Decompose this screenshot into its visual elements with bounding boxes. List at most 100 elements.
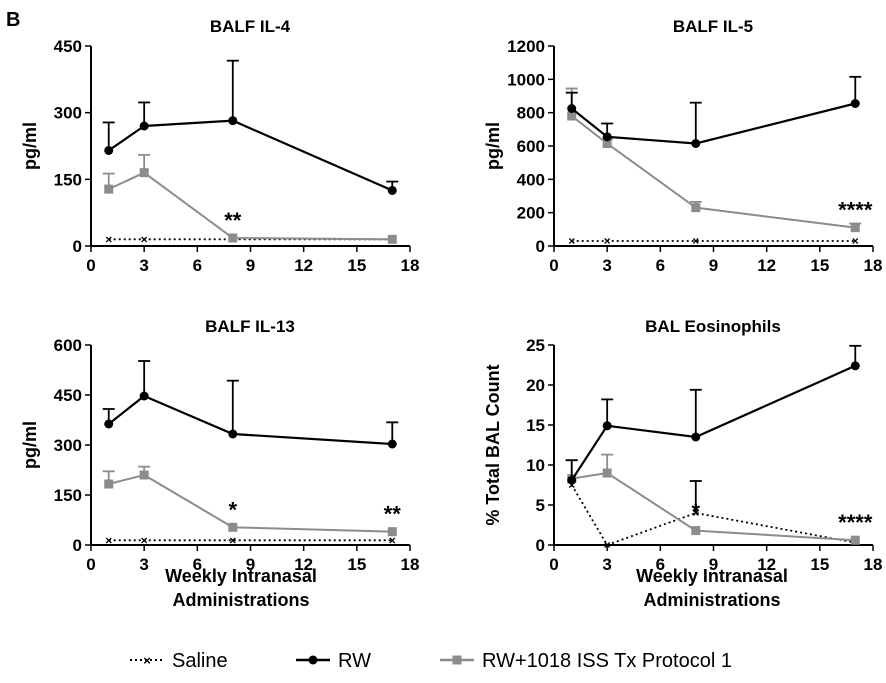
point-saline: × — [692, 234, 699, 248]
panel-letter: B — [6, 9, 20, 31]
point-tx — [387, 527, 397, 537]
x-tick-label: 3 — [602, 256, 611, 275]
x-tick-label: 18 — [864, 256, 883, 275]
x-tick-label: 9 — [246, 256, 255, 275]
panel-il4: BALF IL-4 pg/ml 01503004500369121518××××… — [20, 17, 419, 275]
legend-rw-marker — [308, 655, 318, 665]
point-tx — [228, 522, 238, 532]
y-tick-label: 0 — [536, 237, 545, 256]
point-tx — [602, 468, 612, 478]
x-tick-label: 12 — [757, 555, 776, 574]
y-tick-label: 300 — [54, 436, 82, 455]
point-saline: × — [389, 533, 396, 547]
y-tick-label: 600 — [54, 336, 82, 355]
x-tick-label: 15 — [347, 256, 366, 275]
x-tick-label: 18 — [864, 555, 883, 574]
x-tick-label: 0 — [86, 555, 95, 574]
chart-title: BALF IL-4 — [210, 17, 291, 36]
legend: × Saline RW RW+1018 ISS Tx Protocol 1 — [130, 650, 732, 672]
point-tx — [387, 234, 397, 244]
point-rw — [139, 391, 149, 401]
x-tick-label: 6 — [656, 555, 665, 574]
series-line-rw — [570, 364, 856, 481]
y-tick-label: 600 — [517, 137, 545, 156]
x-tick-label: 18 — [401, 256, 420, 275]
y-tick-label: 800 — [517, 104, 545, 123]
series-line-rw — [571, 102, 856, 145]
x-axis-label-line2: Administrations — [643, 590, 780, 610]
point-rw — [602, 421, 612, 431]
series-line-tx — [571, 115, 856, 229]
x-tick-label: 12 — [294, 555, 313, 574]
significance-label: * — [228, 497, 237, 522]
point-saline: × — [604, 538, 611, 552]
chart-title: BAL Eosinophils — [645, 317, 781, 336]
legend-saline-marker: × — [143, 653, 151, 668]
point-rw — [387, 185, 397, 195]
y-tick-label: 0 — [536, 536, 545, 555]
y-tick-label: 150 — [54, 170, 82, 189]
y-tick-label: 0 — [73, 237, 82, 256]
point-rw — [104, 145, 114, 155]
x-tick-label: 12 — [294, 256, 313, 275]
x-tick-label: 15 — [347, 555, 366, 574]
panel-il13: BALF IL-13 pg/ml 0 150 300 450 600 0 3 6 9 12 15 18… — [20, 317, 419, 574]
point-rw — [228, 429, 238, 439]
x-tick-label: 9 — [246, 555, 255, 574]
x-tick-label: 15 — [810, 256, 829, 275]
point-saline: × — [568, 234, 575, 248]
y-tick-label: 5 — [536, 496, 545, 515]
y-tick-label: 450 — [54, 386, 82, 405]
y-tick-label: 20 — [526, 376, 545, 395]
point-saline: × — [105, 533, 112, 547]
significance-label: **** — [838, 198, 873, 223]
x-tick-label: 6 — [656, 256, 665, 275]
x-tick-label: 3 — [139, 555, 148, 574]
y-tick-label: 0 — [73, 536, 82, 555]
chart-title: BALF IL-13 — [205, 317, 295, 336]
point-rw — [567, 104, 577, 113]
legend-tx-marker — [452, 655, 462, 665]
point-rw — [387, 439, 397, 449]
x-axis-label-line1: Weekly Intranasal — [165, 566, 317, 586]
point-saline: × — [852, 234, 859, 248]
series-line-rw — [108, 119, 393, 192]
legend-rw-label: RW — [338, 650, 371, 672]
point-rw — [691, 139, 701, 148]
y-tick-label: 150 — [54, 486, 82, 505]
x-tick-label: 0 — [86, 256, 95, 275]
significance-label: ** — [224, 208, 242, 233]
y-axis-label: pg/ml — [483, 122, 503, 170]
x-tick-label: 15 — [810, 555, 829, 574]
point-tx — [602, 139, 612, 148]
point-tx — [567, 111, 577, 121]
x-tick-label: 9 — [709, 555, 718, 574]
x-tick-label: 3 — [139, 256, 148, 275]
x-axis-label-line2: Administrations — [172, 590, 309, 610]
y-tick-label: 1000 — [507, 70, 545, 89]
point-rw — [850, 99, 860, 108]
y-tick-label: 10 — [526, 456, 545, 475]
y-tick-label: 25 — [526, 336, 545, 355]
legend-tx-label: RW+1018 ISS Tx Protocol 1 — [482, 650, 732, 672]
x-axis-label-line1: Weekly Intranasal — [636, 566, 788, 586]
legend-saline-label: Saline — [172, 650, 228, 672]
point-tx — [104, 184, 114, 194]
x-tick-label: 6 — [193, 256, 202, 275]
series-line-tx — [571, 471, 856, 542]
series-line-saline — [570, 484, 856, 547]
point-tx — [691, 203, 701, 213]
y-tick-label: 300 — [54, 104, 82, 123]
y-tick-label: 450 — [54, 37, 82, 56]
point-tx — [850, 223, 860, 233]
point-rw — [139, 121, 149, 131]
point-rw — [691, 432, 701, 442]
point-saline: × — [141, 533, 148, 547]
point-saline: × — [568, 478, 575, 492]
x-tick-label: 9 — [709, 256, 718, 275]
point-tx — [691, 526, 701, 536]
point-rw — [104, 419, 114, 429]
series-line-rw — [108, 394, 393, 446]
significance-label: **** — [838, 510, 873, 535]
